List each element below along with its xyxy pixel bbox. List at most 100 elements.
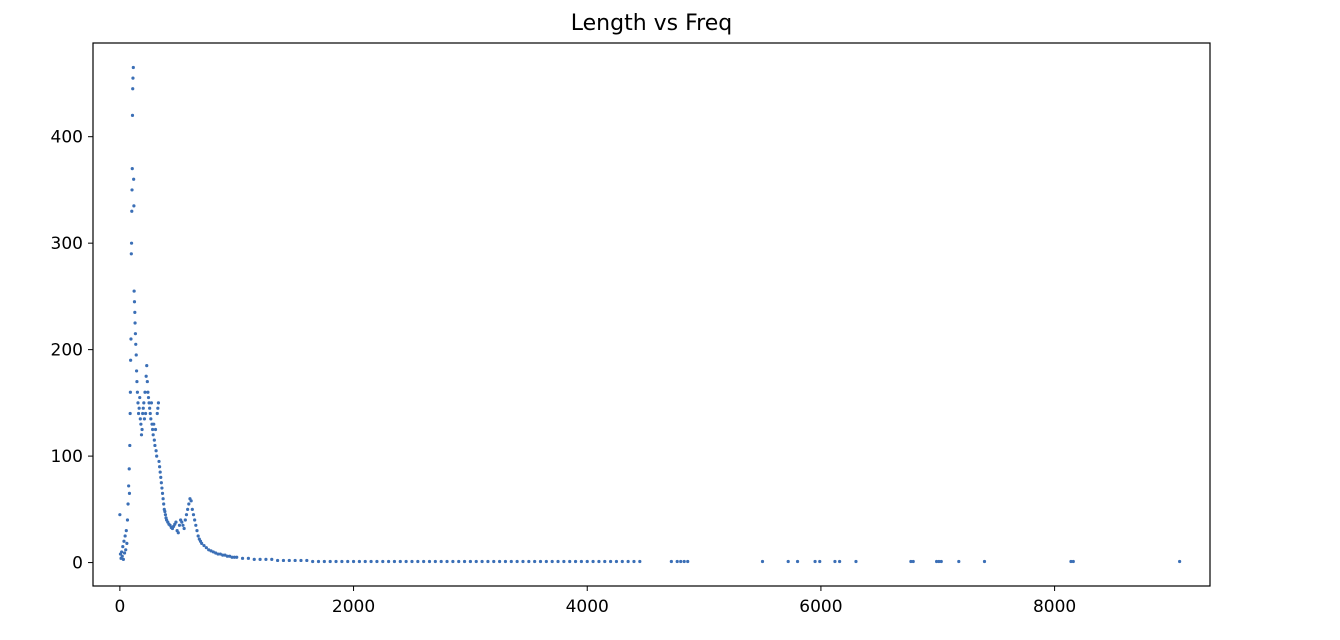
data-point [134, 342, 138, 346]
data-point [240, 556, 245, 560]
data-point [125, 518, 130, 522]
data-point [328, 559, 332, 564]
data-point [287, 558, 291, 563]
data-point [120, 550, 124, 554]
data-point [232, 555, 236, 559]
data-point [136, 401, 140, 405]
data-point [155, 454, 159, 458]
data-point [152, 422, 156, 426]
data-point [158, 470, 162, 474]
data-point [462, 559, 467, 564]
data-point [675, 559, 679, 564]
data-point [126, 502, 130, 506]
data-point [153, 443, 157, 448]
data-point [153, 427, 158, 432]
data-point [127, 467, 131, 471]
data-point [252, 557, 256, 561]
data-point [351, 559, 356, 564]
data-point [133, 310, 137, 314]
data-point [130, 167, 134, 171]
y-tick-label: 400 [51, 128, 83, 148]
data-point [682, 559, 686, 564]
data-point [369, 559, 373, 564]
data-point [123, 534, 127, 538]
data-point [142, 401, 146, 405]
data-point [225, 554, 229, 558]
chart-title: Length vs Freq [571, 11, 732, 36]
data-point [182, 526, 186, 531]
y-tick-label: 300 [51, 234, 83, 254]
data-point [130, 209, 134, 213]
data-point [216, 552, 220, 556]
data-point [135, 390, 139, 394]
data-point [669, 559, 673, 564]
data-point [130, 188, 134, 192]
data-point [445, 559, 449, 564]
data-point [187, 502, 191, 506]
data-point [156, 401, 161, 405]
x-tick-label: 2000 [332, 597, 375, 617]
data-point [132, 289, 136, 293]
data-point [381, 559, 385, 564]
data-point [131, 65, 135, 70]
data-point [194, 523, 198, 527]
data-point [838, 559, 842, 564]
data-point [138, 395, 142, 400]
data-point [422, 559, 426, 564]
data-point [937, 559, 941, 564]
x-axis: 0 2000 4000 6000 8000 [114, 586, 1076, 617]
data-point [293, 558, 297, 563]
data-point [121, 545, 125, 549]
x-tick-label: 4000 [566, 597, 609, 617]
data-point [148, 411, 152, 416]
data-point [387, 559, 391, 564]
data-point [146, 395, 151, 400]
data-point [121, 557, 125, 561]
data-point [128, 390, 132, 394]
data-point [818, 559, 822, 564]
data-point [398, 559, 402, 564]
data-point [134, 369, 139, 373]
data-point [316, 559, 321, 564]
data-point [550, 559, 554, 564]
data-point [909, 559, 913, 564]
data-point [786, 559, 790, 564]
data-point [129, 337, 133, 341]
data-point [638, 559, 642, 564]
data-point [132, 177, 136, 181]
data-point [132, 204, 136, 208]
data-point [486, 559, 490, 564]
data-point [135, 379, 139, 384]
data-point [603, 559, 607, 564]
data-point [451, 559, 455, 564]
data-point [632, 559, 636, 564]
data-point [258, 557, 262, 561]
y-tick-label: 100 [51, 447, 83, 467]
data-point [124, 548, 128, 552]
data-point [439, 559, 443, 564]
data-point [503, 559, 508, 564]
data-point [177, 523, 182, 527]
data-point [189, 499, 193, 503]
y-axis: 0 100 200 300 400 [51, 128, 93, 574]
data-point [159, 481, 163, 485]
data-point [152, 438, 156, 442]
y-tick-label: 0 [72, 554, 83, 574]
data-point [163, 509, 167, 514]
data-point [204, 546, 208, 550]
data-point [614, 559, 619, 564]
data-point [911, 559, 915, 564]
data-point [375, 559, 379, 564]
data-point [939, 559, 943, 564]
data-point [509, 559, 513, 564]
data-point [340, 559, 344, 564]
data-point [157, 459, 161, 464]
data-point [148, 406, 152, 410]
data-point [679, 559, 683, 564]
data-point [620, 559, 624, 564]
data-point [833, 559, 837, 564]
data-point [131, 76, 135, 80]
data-point [538, 559, 543, 564]
data-point [264, 557, 268, 561]
data-point [140, 427, 144, 432]
